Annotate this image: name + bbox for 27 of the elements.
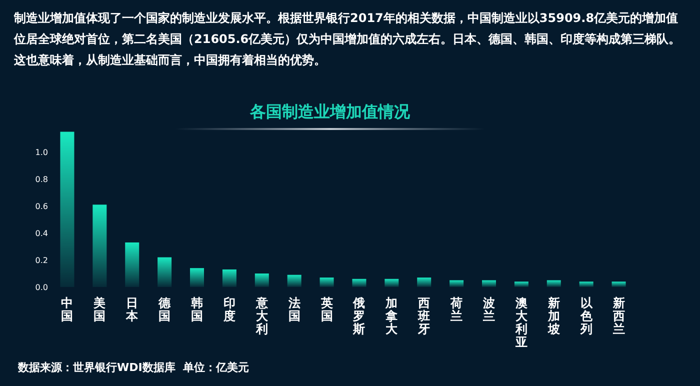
x-tick-label: 意大利 <box>254 296 269 336</box>
y-tick-label: 0.2 <box>35 256 48 265</box>
x-tick-label: 法国 <box>287 296 300 323</box>
x-tick-label: 日本 <box>125 296 140 323</box>
x-tick-label: 新加坡 <box>546 296 561 336</box>
x-tick-label: 澳大利亚 <box>514 296 528 349</box>
x-tick-label: 加拿大 <box>384 296 399 336</box>
y-tick-label: 0.4 <box>35 229 48 238</box>
y-tick-label: 0.0 <box>35 283 48 292</box>
x-tick-label: 韩国 <box>190 296 203 323</box>
y-tick-label: 0.8 <box>35 175 48 184</box>
x-tick-label: 西班牙 <box>417 296 430 336</box>
chart-title: 各国制造业增加值情况 <box>249 102 411 121</box>
text: 制造业增加值体现了一个国家的制造业发展水平。根据世界银行2017年的相关数据，中国制造业以35909.8亿美元的增加值位居全球绝对首位，第二名美国（21605.6亿美元）仅为中国增加值的六成左右。日本、德国、韩国、印度等构成第三梯队。这也意味着，从制造业基础而言，中国拥有着相当的优势。 <box>14 10 682 69</box>
x-tick-label: 波兰 <box>482 296 496 323</box>
x-tick-label: 新西兰 <box>612 296 625 336</box>
y-tick-label: 1.0 <box>35 148 48 157</box>
source-note: 数据来源：世界银行WDI数据库 单位：亿美元 <box>18 360 250 375</box>
x-tick-label: 俄罗斯 <box>352 296 366 336</box>
x-tick-label: 以色列 <box>579 296 594 336</box>
x-tick-label: 印度 <box>222 296 236 323</box>
x-tick-label: 中国 <box>61 296 74 323</box>
x-tick-label: 美国 <box>92 296 106 323</box>
y-tick-label: 0.6 <box>35 202 48 211</box>
x-tick-label: 英国 <box>320 296 333 323</box>
x-tick-label: 德国 <box>158 296 172 323</box>
x-tick-label: 荷兰 <box>450 296 463 323</box>
